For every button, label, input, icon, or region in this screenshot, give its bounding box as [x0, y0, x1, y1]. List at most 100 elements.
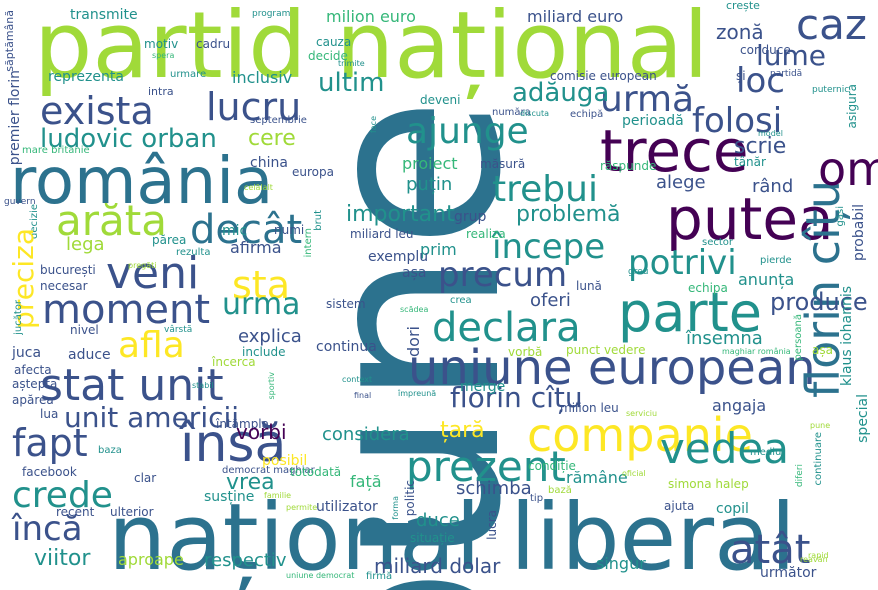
word-trece: trece: [600, 117, 749, 185]
word-raspunde: răspunde: [600, 159, 657, 173]
word-problema: problemă: [516, 202, 621, 227]
word-juca: juca: [12, 345, 42, 361]
word-stat-unit: stat unit: [40, 360, 224, 411]
word-si: și: [736, 69, 746, 83]
word-trebui: trebui: [492, 169, 598, 210]
word-realiza: realiza: [466, 227, 506, 241]
word-intern: intern: [303, 228, 314, 258]
word-pierde: pierde: [760, 255, 792, 266]
word-lua: lua: [40, 407, 59, 421]
word-jucator: jucător: [13, 300, 24, 335]
word-china: china: [250, 155, 288, 171]
word-cauza: cauza: [316, 35, 352, 49]
word-numara: număra: [492, 107, 531, 118]
word-vorba: vorbă: [508, 345, 543, 359]
word-copil: copil: [716, 501, 749, 517]
word-politic: politic: [403, 480, 417, 517]
word-saptamana: săptămână: [3, 10, 16, 72]
word-miliard-euro: miliard euro: [527, 7, 624, 26]
word-varsta: vârstă: [164, 325, 193, 335]
word-partid-national: partid național: [34, 0, 709, 99]
word-exemplu: exemplu: [368, 249, 429, 265]
word-clar: clar: [134, 471, 157, 485]
word-ramane: rămâne: [566, 468, 628, 487]
word-afecta: afecta: [14, 363, 52, 377]
word-dori: dori: [404, 326, 423, 357]
word-permite: permite: [286, 503, 318, 512]
word-scrie: scrie: [734, 134, 787, 159]
word-nivel: nivel: [70, 323, 99, 337]
word-prim: prim: [420, 240, 457, 259]
word-luna: lună: [576, 279, 602, 293]
word-vrea: vrea: [226, 470, 275, 495]
word-situatie: situație: [410, 531, 455, 545]
word-moment: moment: [42, 287, 211, 333]
word-transmite: transmite: [70, 7, 138, 23]
word-singur: singur: [596, 554, 646, 573]
word-urmare: urmare: [170, 69, 207, 80]
word-continuare: continuare: [813, 432, 824, 486]
word-deveni: deveni: [420, 93, 461, 107]
word-ajuta: ajuta: [664, 499, 695, 513]
word-asa-right: așa: [812, 343, 833, 357]
word-folosi: folosi: [692, 101, 783, 141]
word-continua: continua: [316, 339, 377, 355]
word-pune: pune: [810, 421, 831, 430]
word-simona-halep: simona halep: [668, 477, 749, 491]
word-punct-vedere: punct vedere: [566, 343, 646, 357]
word-necesar: necesar: [40, 279, 88, 293]
word-uniune-european: uniune european: [408, 340, 816, 396]
word-firma: firmă: [366, 571, 393, 582]
word-masura: măsură: [480, 157, 526, 171]
word-exista: exista: [40, 89, 154, 133]
word-face: face: [369, 116, 378, 134]
word-caz: caz: [796, 0, 867, 49]
word-milion-euro: milion euro: [326, 7, 416, 26]
word-putea: putea: [666, 185, 834, 253]
word-important: important: [346, 202, 455, 227]
word-florin-citu: florin cîțu: [450, 381, 583, 414]
word-duce: duce: [416, 510, 460, 531]
word-lega: lega: [66, 234, 105, 255]
word-declara: declara: [432, 305, 581, 351]
word-companie: companie: [527, 408, 753, 462]
word-persoana: persoană: [793, 314, 804, 361]
word-oferi: oferi: [530, 290, 571, 311]
word-reavan: reavăn: [800, 555, 828, 564]
word-democrat-maghiar: democrat maghiar: [222, 465, 315, 476]
word-partida: partidă: [770, 69, 803, 79]
word-parea: părea: [152, 233, 187, 247]
word-baza-mid: bază: [548, 485, 572, 496]
word-spera: spera: [152, 51, 175, 60]
word-include: include: [242, 345, 286, 359]
word-special: special: [855, 394, 871, 443]
word-maghiar-romania: maghiar românia: [722, 347, 791, 356]
word-anunta: anunța: [738, 270, 795, 289]
word-ludovic-orban: ludovic orban: [40, 124, 217, 154]
word-apare: apărea: [12, 393, 54, 407]
word-klaus-iohannis: klaus iohannis: [839, 286, 855, 387]
word-explica: explica: [238, 326, 302, 347]
word-tanar: tânăr: [734, 155, 766, 169]
word-ulterior: ulterior: [110, 505, 154, 519]
word-probabil: probabil: [851, 204, 867, 262]
word-viitor: viitor: [34, 546, 91, 571]
word-merge: merge: [460, 379, 506, 395]
word-cadru: cadru: [196, 37, 231, 51]
word-sportiv: sportiv: [267, 372, 276, 400]
word-crede: crede: [12, 475, 113, 516]
word-lucra: lucra: [485, 510, 499, 540]
word-decide: decide: [308, 49, 348, 63]
word-inca: încă: [12, 509, 83, 549]
word-respectiv: respectiv: [204, 550, 287, 571]
word-sustine: susține: [204, 489, 255, 505]
word-tara: țară: [440, 418, 485, 443]
word-insemna: însemna: [686, 328, 763, 349]
word-familie: familie: [264, 491, 292, 500]
word-numi: numi: [274, 223, 305, 237]
word-septembrie: septembrie: [250, 115, 307, 126]
word-urma-top: urmă: [600, 79, 695, 120]
word-lume: lume: [756, 39, 827, 72]
word-model: model: [758, 129, 783, 138]
